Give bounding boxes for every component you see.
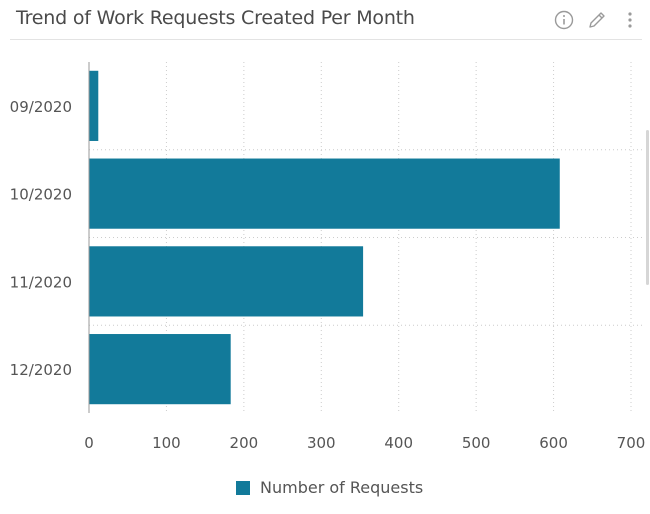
x-tick-label: 100 <box>152 434 181 452</box>
card-header: Trend of Work Requests Created Per Month <box>0 0 650 40</box>
edit-pencil-icon[interactable] <box>586 9 608 31</box>
x-tick-label: 500 <box>462 434 491 452</box>
bar <box>89 334 231 405</box>
bar <box>89 70 99 141</box>
y-tick-label: 09/2020 <box>10 98 72 116</box>
x-tick-label: 0 <box>84 434 94 452</box>
header-divider <box>10 39 642 40</box>
legend-swatch <box>236 480 250 495</box>
info-icon[interactable] <box>553 9 575 31</box>
legend-label: Number of Requests <box>260 478 424 497</box>
y-tick-label: 11/2020 <box>10 273 72 291</box>
x-tick-label: 600 <box>539 434 568 452</box>
y-tick-label: 12/2020 <box>10 361 72 379</box>
bar-chart: 0 100 200 300 400 500 600 700 09/2020 10/2020 11/2… <box>10 62 646 452</box>
x-tick-label: 300 <box>307 434 336 452</box>
bar <box>89 246 364 317</box>
x-tick-label: 400 <box>384 434 413 452</box>
y-tick-label: 10/2020 <box>10 186 72 204</box>
bar <box>89 158 560 229</box>
x-tick-label: 200 <box>230 434 259 452</box>
scrollbar[interactable] <box>646 130 649 285</box>
chart-title: Trend of Work Requests Created Per Month <box>16 7 415 29</box>
chart-legend[interactable]: Number of Requests <box>236 478 423 497</box>
x-tick-label: 700 <box>617 434 646 452</box>
more-vertical-icon[interactable] <box>620 9 640 31</box>
